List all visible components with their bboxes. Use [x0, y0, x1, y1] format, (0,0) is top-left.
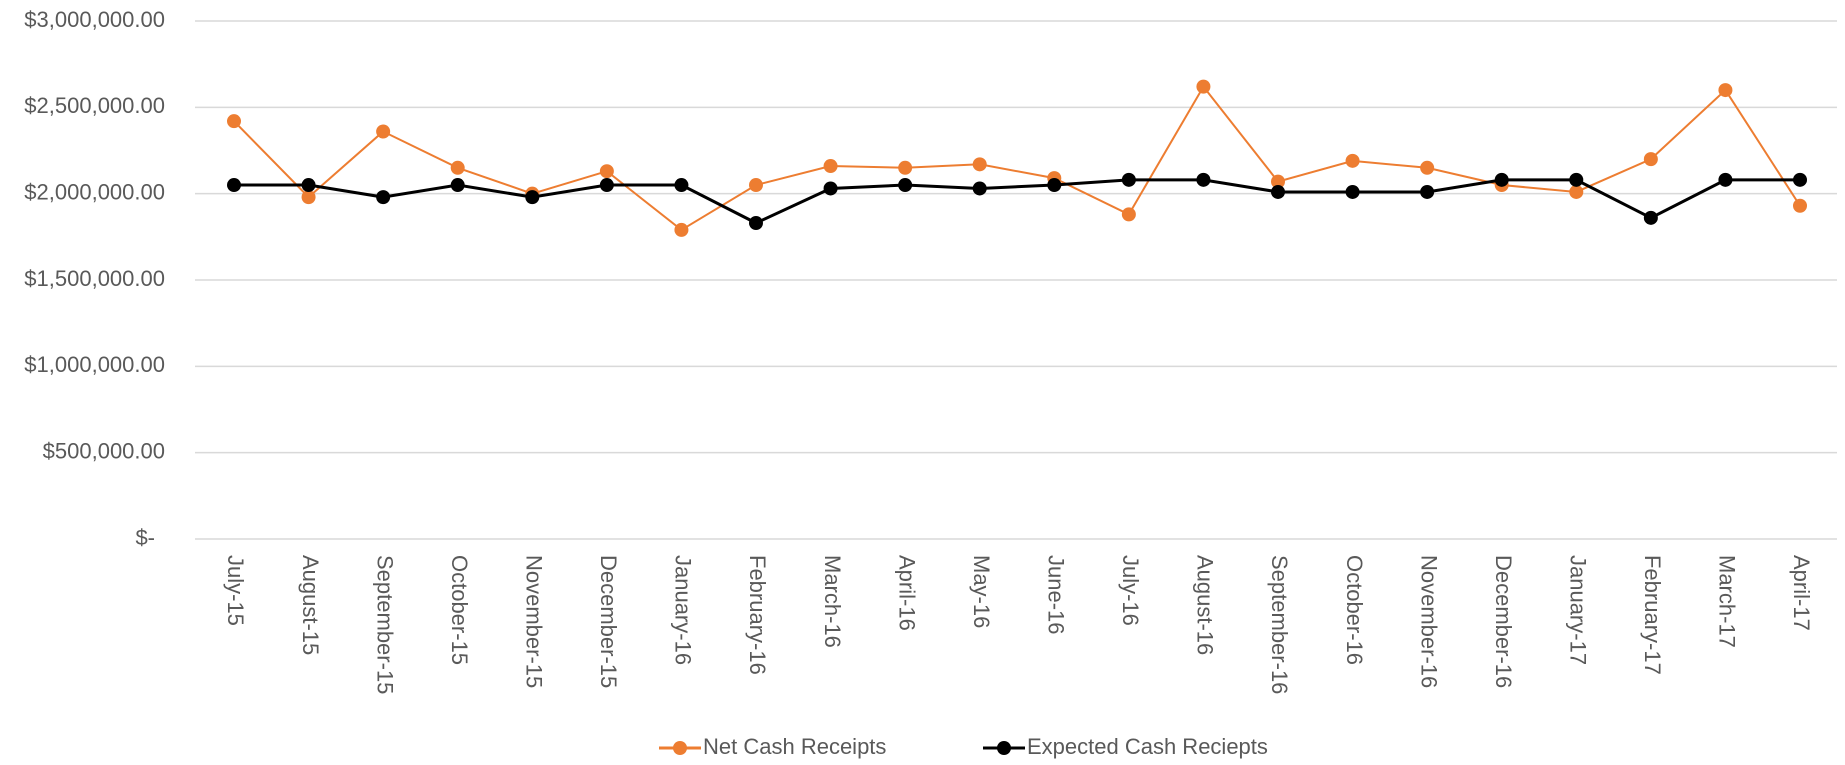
marker — [1718, 172, 1733, 187]
x-tick-label: February-17 — [1640, 555, 1665, 675]
y-tick-label: $1,000,000.00 — [24, 352, 165, 377]
x-tick-label: September-16 — [1267, 555, 1292, 694]
marker — [749, 216, 763, 231]
x-tick-label: June-16 — [1043, 555, 1068, 635]
x-tick-label: March-16 — [820, 555, 845, 648]
y-tick-label: $- — [135, 525, 155, 550]
marker — [674, 178, 689, 193]
marker — [898, 160, 913, 175]
series-line — [234, 178, 1800, 225]
legend-marker — [997, 741, 1011, 755]
x-tick-label: August-15 — [298, 555, 323, 655]
x-tick-label: October-15 — [447, 555, 472, 665]
marker — [301, 178, 316, 193]
marker — [450, 178, 465, 193]
marker — [227, 114, 241, 129]
marker — [749, 178, 763, 193]
marker — [1271, 184, 1285, 199]
marker — [1196, 172, 1211, 187]
x-tick-label: October-16 — [1342, 555, 1367, 665]
marker — [674, 222, 689, 237]
x-tick-label: January-16 — [671, 555, 696, 665]
legend-label: Net Cash Receipts — [703, 734, 886, 759]
marker — [1271, 174, 1285, 189]
marker — [599, 164, 614, 179]
x-tick-label: December-16 — [1491, 555, 1516, 688]
x-tick-label: November-16 — [1416, 555, 1441, 688]
marker — [1420, 160, 1435, 175]
marker — [301, 190, 316, 205]
marker — [376, 190, 391, 205]
legend-label: Expected Cash Reciepts — [1027, 734, 1268, 759]
marker — [1569, 172, 1584, 187]
marker — [227, 178, 241, 193]
marker — [1718, 83, 1733, 98]
x-tick-label: July-16 — [1118, 555, 1143, 626]
x-tick-label: November-15 — [521, 555, 546, 688]
marker — [898, 178, 913, 193]
y-tick-label: $3,000,000.00 — [24, 7, 165, 32]
marker — [1793, 198, 1807, 213]
marker — [1494, 172, 1509, 187]
series-line — [233, 84, 1801, 232]
x-tick-label: August-16 — [1193, 555, 1218, 655]
x-tick-label: July-15 — [223, 555, 248, 626]
marker — [1196, 79, 1211, 94]
y-tick-label: $2,500,000.00 — [24, 93, 165, 118]
marker — [823, 159, 838, 174]
marker — [1643, 152, 1658, 167]
x-tick-label: December-15 — [596, 555, 621, 688]
marker — [972, 181, 987, 196]
marker — [376, 124, 391, 139]
y-tick-label: $1,500,000.00 — [24, 266, 165, 291]
marker — [1345, 184, 1360, 199]
marker — [450, 160, 465, 175]
x-tick-label: April-17 — [1789, 555, 1814, 631]
x-tick-label: March-17 — [1715, 555, 1740, 648]
x-tick-label: September-15 — [372, 555, 397, 694]
marker — [1121, 172, 1136, 187]
marker — [525, 190, 540, 205]
marker — [1345, 153, 1360, 168]
marker — [599, 178, 614, 193]
marker — [823, 181, 838, 196]
marker — [972, 157, 987, 172]
marker — [1569, 184, 1584, 199]
marker — [1643, 210, 1658, 225]
legend-marker — [673, 741, 687, 755]
marker — [1047, 178, 1062, 193]
y-tick-label: $2,000,000.00 — [24, 179, 165, 204]
marker — [1121, 207, 1136, 222]
x-tick-label: April-16 — [894, 555, 919, 631]
marker — [1420, 184, 1435, 199]
x-tick-label: January-17 — [1565, 555, 1590, 665]
marker — [1793, 172, 1807, 187]
y-tick-label: $500,000.00 — [43, 438, 165, 463]
x-tick-label: February-16 — [745, 555, 770, 675]
x-tick-label: May-16 — [969, 555, 994, 628]
